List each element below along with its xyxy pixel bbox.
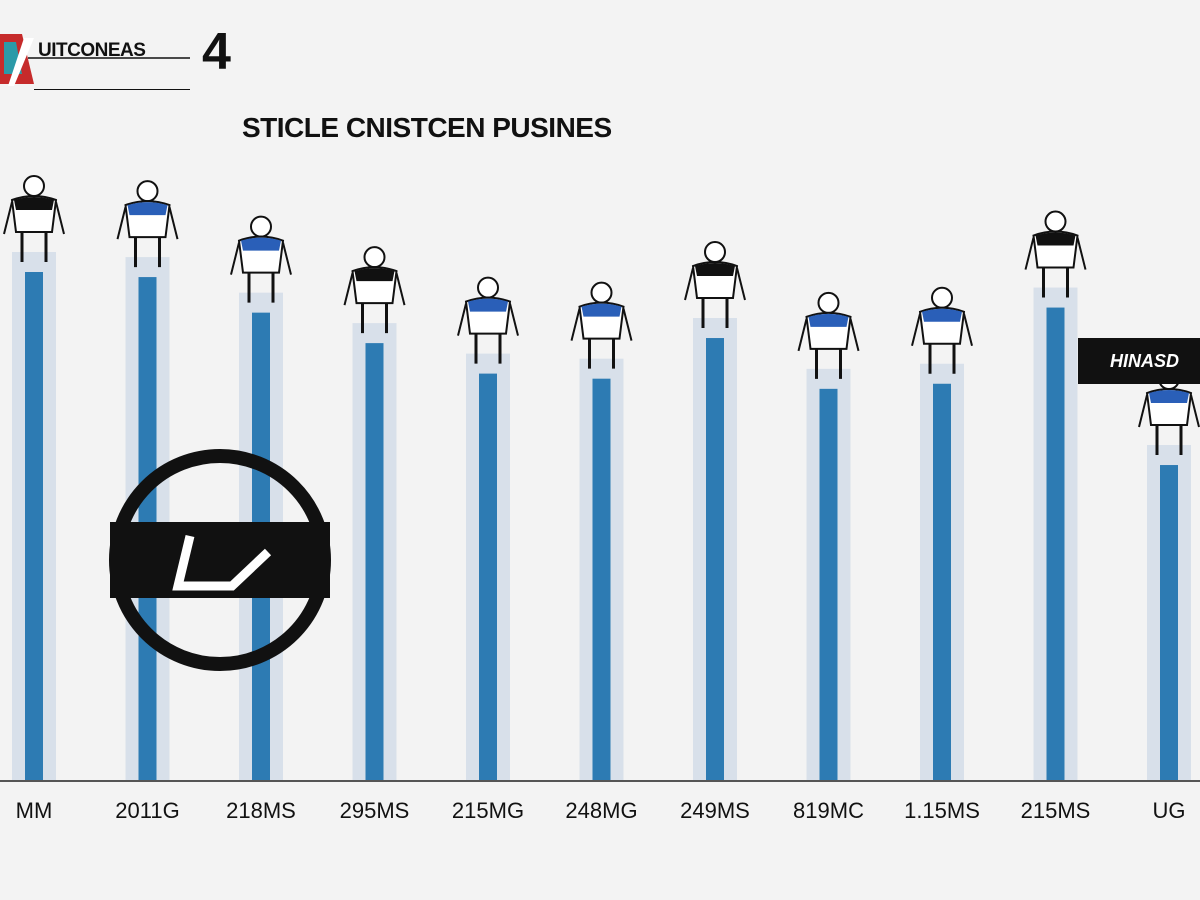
bar-249MS xyxy=(706,338,724,780)
athlete-figure-icon xyxy=(3,175,65,262)
no-entry-circle-icon xyxy=(109,449,331,671)
x-tick-label: 215MS xyxy=(1021,798,1091,823)
bar-UG xyxy=(1160,465,1178,780)
athlete-figure-icon xyxy=(797,291,860,379)
bar-1.15MS xyxy=(933,383,951,780)
athlete-figure-icon xyxy=(1024,210,1087,298)
x-tick-label: 819MC xyxy=(793,798,864,823)
athlete-figure-icon xyxy=(343,246,406,334)
x-tick-label: MM xyxy=(16,798,53,823)
x-tick-label: 248MG xyxy=(565,798,637,823)
x-tick-label: 1.15MS xyxy=(904,798,980,823)
callout-label: HINASD xyxy=(1078,338,1200,384)
bar-819MC xyxy=(819,388,838,780)
chart-title: STICLE CNISTCEN PUSINES xyxy=(242,112,612,143)
x-tick-label: 2011G xyxy=(115,798,179,823)
bar-248MG xyxy=(592,378,611,780)
athlete-figure-icon xyxy=(457,276,519,364)
athlete-figure-icon xyxy=(570,281,633,369)
athlete-figure-icon xyxy=(911,286,973,374)
bar-MM xyxy=(25,272,43,780)
bar-295MS xyxy=(365,343,384,780)
bar-215MS xyxy=(1046,307,1065,780)
x-tick-label: UG xyxy=(1153,798,1186,823)
x-tick-label: 295MS xyxy=(340,798,410,823)
logo-number: 4 xyxy=(202,23,231,81)
x-tick-label: 218MS xyxy=(226,798,296,823)
athlete-figure-icon xyxy=(684,241,746,329)
athlete-figure-icon xyxy=(116,180,179,268)
x-tick-label: 249MS xyxy=(680,798,750,823)
logo-text: UITCONEAS xyxy=(38,40,146,61)
x-tick-label: 215MG xyxy=(452,798,524,823)
athlete-figure-icon xyxy=(230,215,292,303)
brand-logo xyxy=(0,28,260,91)
bar-215MG xyxy=(479,373,497,780)
